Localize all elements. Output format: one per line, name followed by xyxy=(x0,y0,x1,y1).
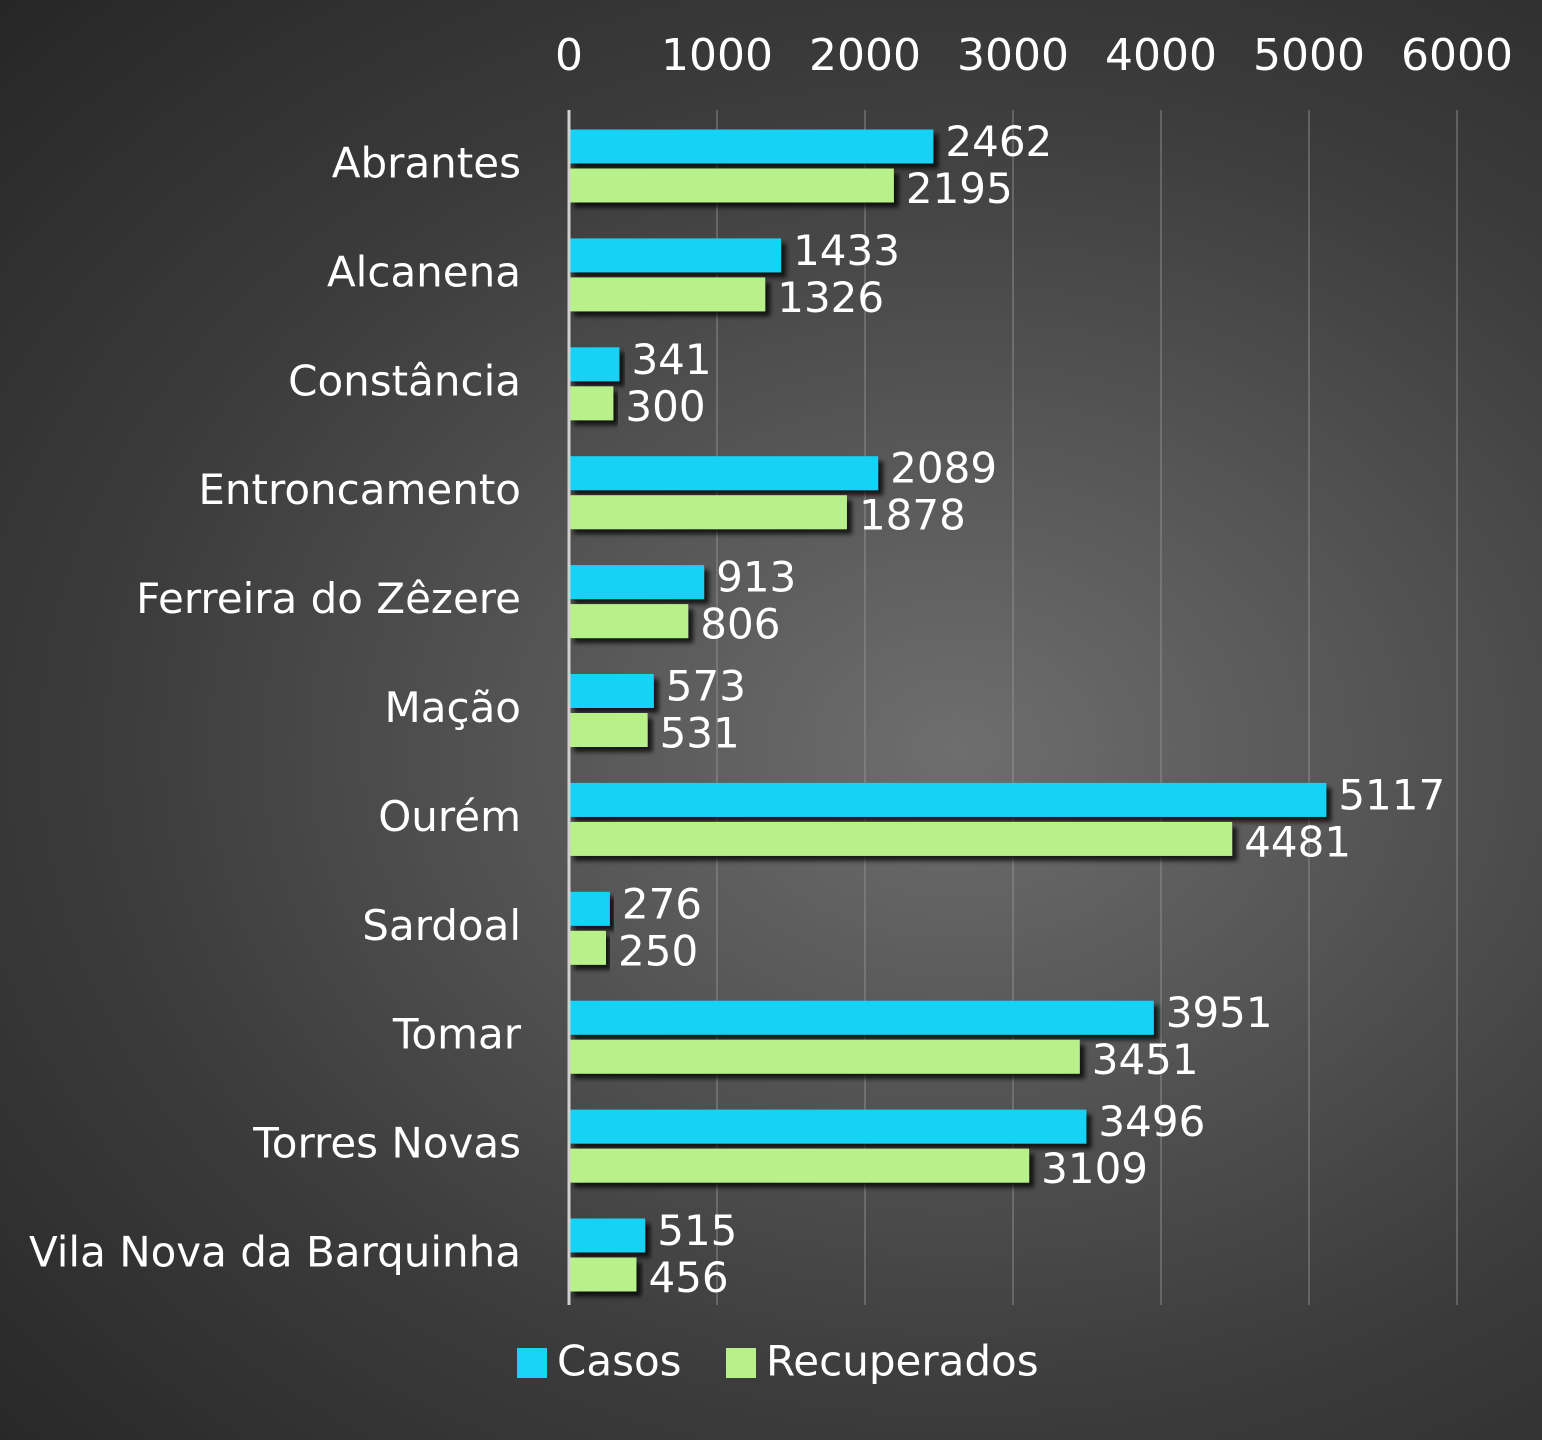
legend: Casos Recuperados xyxy=(517,1337,1039,1386)
data-label-recuperados: 3109 xyxy=(1041,1144,1148,1193)
bar-recuperados xyxy=(569,168,894,203)
data-label-casos: 2089 xyxy=(890,444,997,493)
bar-recuperados xyxy=(569,604,689,639)
category-label: Abrantes xyxy=(332,139,521,188)
data-label-recuperados: 531 xyxy=(660,709,740,758)
category-labels: Abrantes Alcanena Constância Entroncamento F… xyxy=(29,139,522,1277)
category-label: Ourém xyxy=(378,792,521,841)
x-tick-label: 2000 xyxy=(809,30,921,81)
data-label-casos: 276 xyxy=(622,879,702,928)
bar-casos xyxy=(569,456,879,491)
category-label: Entroncamento xyxy=(198,465,521,514)
category-label: Constância xyxy=(288,356,521,405)
bar-casos xyxy=(569,782,1327,817)
data-label-casos: 5117 xyxy=(1338,770,1445,819)
bar-recuperados xyxy=(569,495,847,530)
bar-recuperados xyxy=(569,930,606,965)
data-label-casos: 1433 xyxy=(793,226,900,275)
category-label: Sardoal xyxy=(362,901,521,950)
bars xyxy=(569,129,1327,1292)
category-label: Torres Novas xyxy=(252,1119,521,1168)
data-label-casos: 515 xyxy=(657,1206,737,1255)
data-label-recuperados: 4481 xyxy=(1244,817,1351,866)
x-tick-label: 3000 xyxy=(957,30,1069,81)
bar-casos xyxy=(569,129,934,164)
x-tick-label: 1000 xyxy=(661,30,773,81)
bar-recuperados xyxy=(569,1039,1080,1074)
data-label-recuperados: 2195 xyxy=(906,164,1013,213)
bar-recuperados xyxy=(569,713,648,747)
data-label-recuperados: 1326 xyxy=(777,273,884,322)
bar-casos xyxy=(569,238,782,273)
bar-recuperados xyxy=(569,1257,637,1292)
legend-swatch-casos xyxy=(517,1348,547,1378)
data-label-recuperados: 3451 xyxy=(1092,1035,1199,1084)
data-label-casos: 341 xyxy=(631,335,711,384)
category-label: Mação xyxy=(385,683,522,732)
data-label-recuperados: 300 xyxy=(625,382,705,431)
bar-recuperados xyxy=(569,1148,1030,1183)
x-axis-tick-labels: 0 1000 2000 3000 4000 5000 6000 xyxy=(555,30,1513,81)
data-label-casos: 573 xyxy=(666,662,746,711)
bar-recuperados xyxy=(569,821,1233,856)
bar-recuperados xyxy=(569,277,766,312)
bar-casos xyxy=(569,1218,646,1253)
data-label-recuperados: 250 xyxy=(618,926,698,975)
category-label: Tomar xyxy=(392,1010,522,1059)
gridlines xyxy=(716,110,1458,1305)
data-label-recuperados: 806 xyxy=(700,600,780,649)
data-label-casos: 3951 xyxy=(1166,988,1273,1037)
bar-casos xyxy=(569,674,654,708)
bar-casos xyxy=(569,1000,1154,1035)
data-label-recuperados: 1878 xyxy=(859,491,966,540)
legend-label: Casos xyxy=(557,1337,682,1386)
bar-recuperados xyxy=(569,386,614,421)
bar-casos xyxy=(569,565,705,600)
bar-casos xyxy=(569,1109,1087,1144)
data-label-casos: 3496 xyxy=(1098,1097,1205,1146)
data-label-recuperados: 456 xyxy=(648,1253,728,1302)
data-label-casos: 2462 xyxy=(945,117,1052,166)
legend-label: Recuperados xyxy=(766,1337,1039,1386)
category-label: Ferreira do Zêzere xyxy=(136,574,521,623)
x-tick-label: 6000 xyxy=(1401,30,1513,81)
bar-casos xyxy=(569,891,610,926)
category-label: Alcanena xyxy=(327,247,521,296)
category-label: Vila Nova da Barquinha xyxy=(29,1228,521,1277)
x-tick-label: 0 xyxy=(555,30,583,81)
x-tick-label: 4000 xyxy=(1105,30,1217,81)
data-label-casos: 913 xyxy=(716,553,796,602)
legend-swatch-recuperados xyxy=(726,1348,756,1378)
data-labels: 2462219514331326341300208918789138065735… xyxy=(618,117,1445,1302)
x-tick-label: 5000 xyxy=(1253,30,1365,81)
bar-casos xyxy=(569,347,620,382)
